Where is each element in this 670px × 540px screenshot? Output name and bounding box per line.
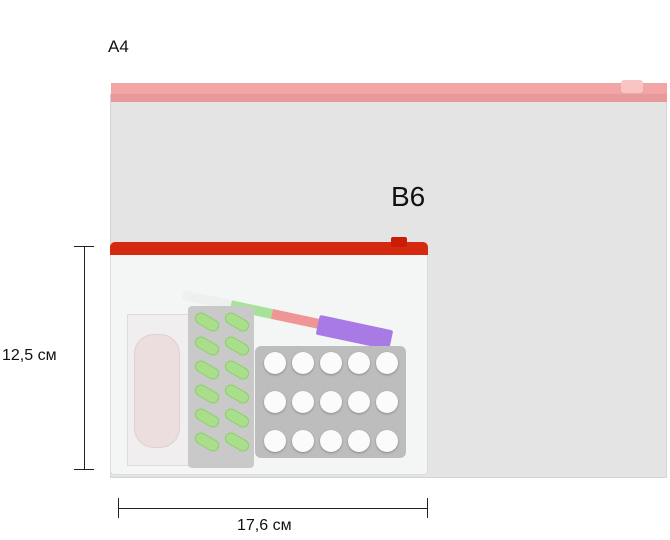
height-dimension-tick [74, 469, 94, 470]
white-pill [376, 352, 398, 374]
green-pill [192, 334, 222, 358]
width-dimension-tick [118, 498, 119, 518]
height-dimension-line [84, 246, 85, 470]
white-pill [320, 352, 342, 374]
green-pill [192, 406, 222, 430]
green-pill [222, 382, 252, 406]
white-pill [292, 430, 314, 452]
b6-label: B6 [391, 181, 426, 212]
white-pill [264, 352, 286, 374]
b6-zipper [110, 242, 428, 255]
green-pill [192, 382, 222, 406]
green-pill [192, 430, 222, 454]
width-dimension-line [118, 508, 428, 509]
white-pill [264, 391, 286, 413]
b6-zipper-slider [391, 237, 407, 247]
height-dimension-tick [74, 246, 94, 247]
plaster-pad [134, 334, 180, 448]
green-pill [222, 430, 252, 454]
white-pill-blister [255, 346, 406, 458]
a4-zipper-slider [621, 80, 643, 93]
white-pill [292, 352, 314, 374]
white-pill [348, 430, 370, 452]
white-pill [320, 391, 342, 413]
width-dimension-label: 17,6 см [237, 517, 292, 534]
white-pill [320, 430, 342, 452]
green-pill [192, 310, 222, 334]
a4-label: A4 [108, 37, 129, 56]
white-pill [264, 430, 286, 452]
green-pill [222, 310, 252, 334]
height-dimension-label: 12,5 см [2, 347, 57, 364]
width-dimension-tick [427, 498, 428, 518]
white-pill [376, 430, 398, 452]
green-pill-blister [188, 306, 254, 468]
green-pill [222, 406, 252, 430]
white-pill [348, 352, 370, 374]
green-pill [222, 334, 252, 358]
white-pill [292, 391, 314, 413]
green-pill [192, 358, 222, 382]
white-pill [348, 391, 370, 413]
green-pill [222, 358, 252, 382]
a4-zipper-seam [111, 94, 667, 102]
white-pill [376, 391, 398, 413]
